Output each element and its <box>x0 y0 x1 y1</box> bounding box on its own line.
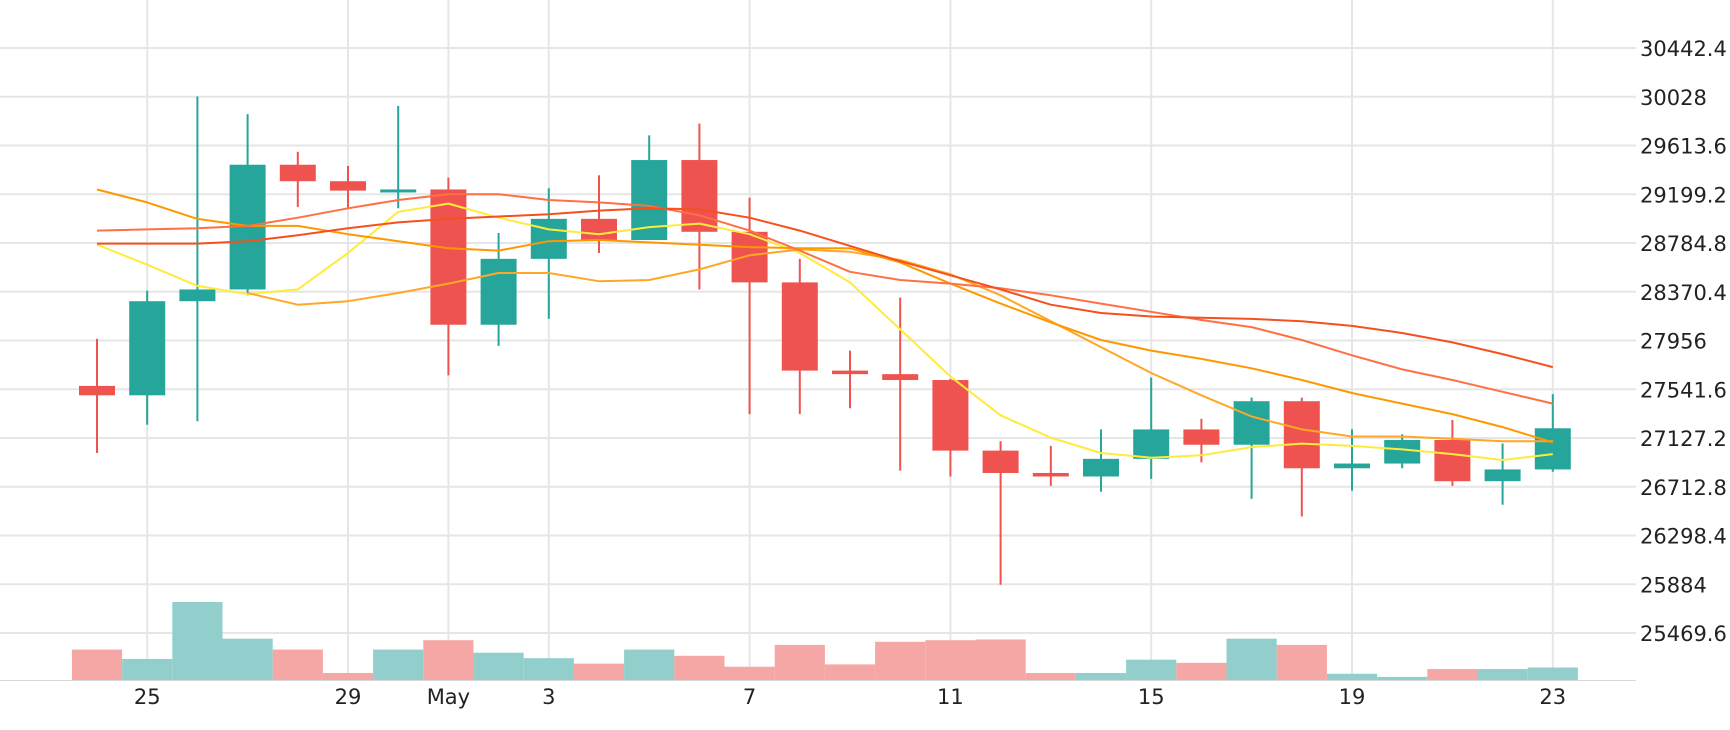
volume-bar <box>1427 669 1478 680</box>
candle-body <box>1283 401 1320 469</box>
candle-body <box>79 385 115 396</box>
volume-bar <box>975 639 1026 680</box>
candle-body <box>932 380 969 451</box>
y-tick-label: 26712.8 <box>1640 476 1727 500</box>
candle-body <box>1334 463 1370 469</box>
candle-body <box>1484 469 1521 482</box>
candle-body <box>279 164 316 182</box>
y-tick-label: 29613.6 <box>1640 135 1727 159</box>
candle-body <box>1233 401 1270 445</box>
candle-body <box>1133 429 1170 459</box>
candle-body <box>179 289 216 302</box>
x-tick-label: 15 <box>1138 685 1165 709</box>
candle-body <box>1183 429 1220 445</box>
volume-bar <box>423 640 474 680</box>
x-tick-label: 3 <box>542 685 555 709</box>
candle-body <box>681 160 718 232</box>
volume-bar <box>824 664 876 680</box>
volume-bar <box>624 649 675 680</box>
volume-bar <box>1075 672 1127 680</box>
volume-bar <box>122 658 173 680</box>
volume-bar <box>1126 659 1177 680</box>
y-tick-label: 30442.4 <box>1640 37 1727 61</box>
volume-bar <box>322 672 374 680</box>
y-tick-label: 30028 <box>1640 86 1707 110</box>
volume-bar <box>272 649 323 680</box>
volume-bar <box>1176 662 1227 680</box>
x-tick-label: 19 <box>1339 685 1366 709</box>
y-tick-label: 27956 <box>1640 330 1707 354</box>
moving-average-line <box>96 202 1553 461</box>
y-tick-label: 25884 <box>1640 573 1707 597</box>
candle-body <box>430 189 467 325</box>
volume-bar <box>925 640 976 680</box>
y-tick-label: 27127.2 <box>1640 427 1727 451</box>
volume-bar <box>1025 672 1076 680</box>
candle-body <box>530 218 567 259</box>
volume-bar <box>1527 667 1578 680</box>
volume-bar <box>724 666 775 680</box>
volume-bars <box>71 602 1578 680</box>
volume-bar <box>473 652 524 680</box>
candle-body <box>982 450 1019 473</box>
volume-bar <box>172 602 223 680</box>
y-tick-label: 27541.6 <box>1640 378 1727 402</box>
y-tick-label: 26298.4 <box>1640 525 1727 549</box>
candles <box>79 96 1571 585</box>
volume-bar <box>523 658 574 680</box>
moving-average-line <box>96 188 1554 444</box>
y-tick-label: 28784.8 <box>1640 232 1727 256</box>
candle-body <box>380 189 417 193</box>
volume-bar <box>71 649 123 680</box>
axes: 30442.4 30028 29613.6 29199.2 28784.8 28370.4… <box>0 37 1727 709</box>
x-tick-label: 7 <box>743 685 756 709</box>
candle-body <box>1384 440 1421 464</box>
candle-body <box>330 181 366 191</box>
candle-body <box>480 258 517 325</box>
x-tick-label: May <box>427 685 470 709</box>
candle-body <box>731 231 768 283</box>
volume-bar <box>373 649 424 680</box>
volume-bar <box>1377 676 1428 680</box>
grid <box>0 0 1636 680</box>
x-tick-label: 11 <box>937 685 964 709</box>
y-tick-label: 29199.2 <box>1640 183 1727 207</box>
volume-bar <box>1477 669 1528 680</box>
volume-bar <box>674 655 725 680</box>
moving-average-line <box>96 193 1554 405</box>
x-tick-label: 23 <box>1539 685 1566 709</box>
volume-bar <box>222 638 273 680</box>
y-tick-label: 25469.6 <box>1640 622 1727 646</box>
volume-bar <box>1276 644 1327 680</box>
moving-average-line <box>247 248 1553 443</box>
volume-bar <box>1226 638 1277 680</box>
candle-body <box>882 374 919 381</box>
candle-body <box>1434 440 1471 482</box>
candle-body <box>832 370 868 375</box>
candle-body <box>1083 458 1119 477</box>
y-tick-label: 28370.4 <box>1640 281 1727 305</box>
volume-bar <box>875 641 926 680</box>
x-tick-label: 25 <box>134 685 161 709</box>
moving-average-line <box>97 207 1554 369</box>
candle-body <box>1032 472 1069 477</box>
volume-bar <box>1326 673 1378 680</box>
moving-average-lines <box>96 188 1554 461</box>
volume-bar <box>774 644 825 680</box>
candle-body <box>1534 428 1571 470</box>
candle-body <box>129 301 166 396</box>
volume-bar <box>573 663 625 680</box>
candle-body <box>781 282 818 371</box>
x-tick-label: 29 <box>335 685 362 709</box>
candle-body <box>581 218 617 241</box>
